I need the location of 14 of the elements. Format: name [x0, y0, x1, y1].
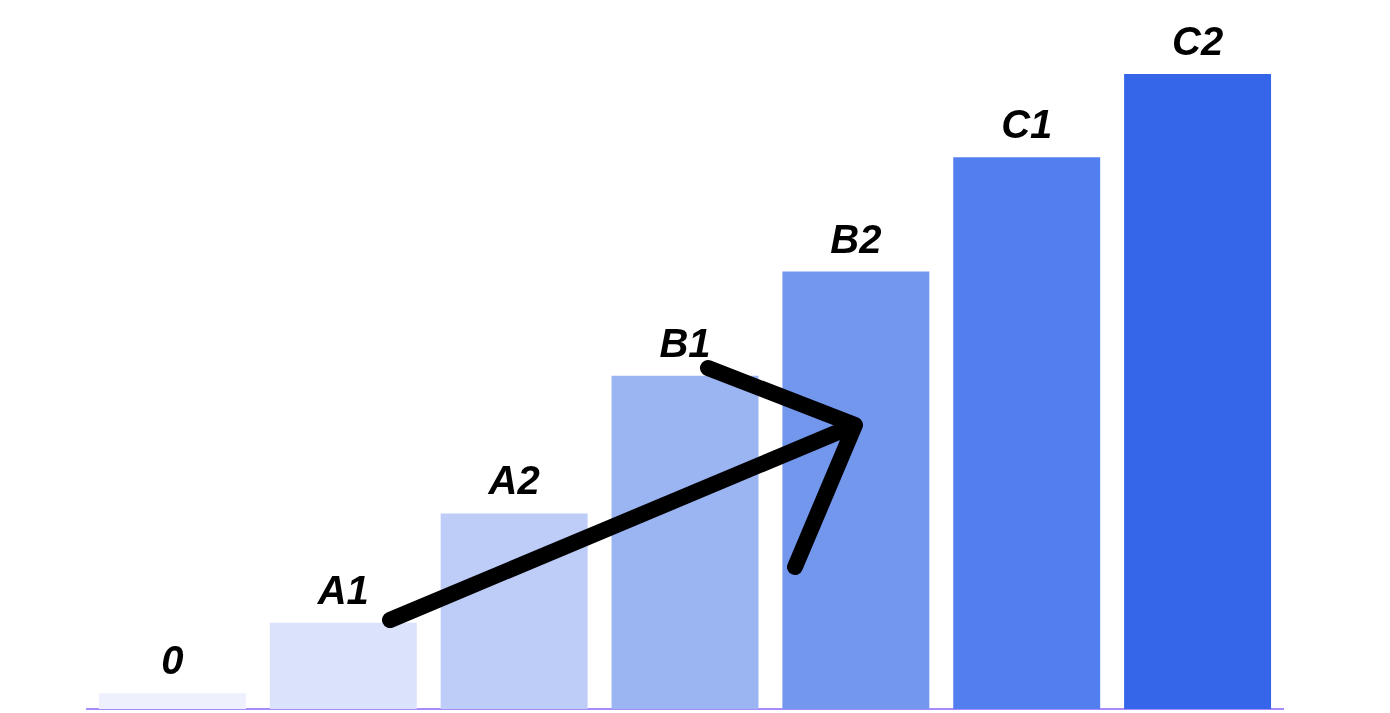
x-tick-label: A1: [316, 567, 369, 612]
x-tick-label: C2: [1172, 19, 1224, 64]
bar: [782, 271, 930, 709]
bar: [440, 513, 588, 709]
x-tick-label: B1: [659, 320, 711, 365]
bar: [269, 622, 417, 709]
x-tick-label: 0: [161, 638, 184, 683]
bar: [611, 375, 759, 709]
bar: [1124, 74, 1272, 709]
bar: [98, 693, 246, 709]
bar: [953, 157, 1101, 709]
x-tick-label: C1: [1001, 102, 1053, 147]
x-tick-label: A2: [487, 458, 540, 503]
x-tick-label: B2: [830, 216, 882, 261]
